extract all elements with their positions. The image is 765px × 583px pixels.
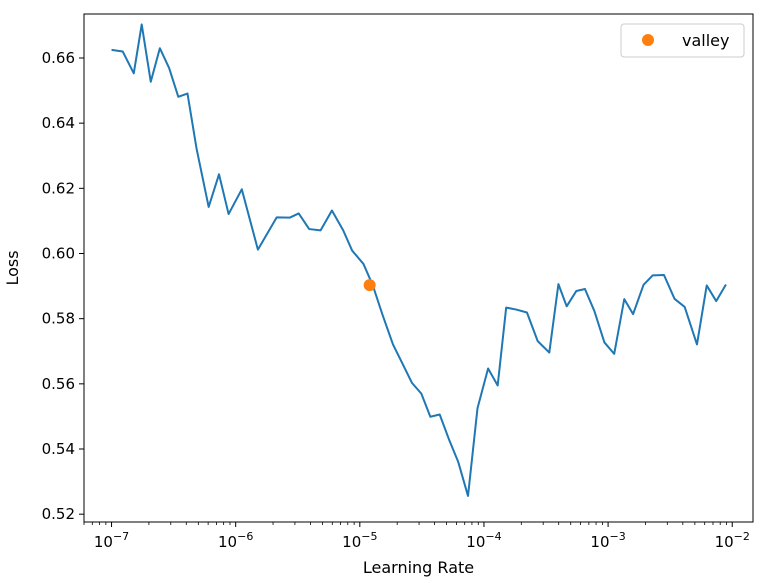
y-tick-label: 0.52: [42, 505, 75, 523]
valley-marker: [363, 279, 376, 292]
x-tick-label-base: 10: [218, 533, 237, 551]
y-tick-label: 0.58: [42, 310, 75, 328]
x-tick-label-base: 10: [342, 533, 361, 551]
legend-label-valley: valley: [682, 31, 729, 50]
x-tick-label-base: 10: [590, 533, 609, 551]
legend-box: [620, 23, 745, 58]
y-tick-label: 0.62: [42, 179, 75, 197]
x-tick-label-base: 10: [715, 533, 734, 551]
x-tick-label: 10−4: [466, 530, 501, 551]
legend-marker-valley: [642, 34, 654, 46]
x-tick-label: 10−6: [218, 530, 253, 551]
y-axis: 0.52 0.54 0.56 0.58 0.60 0.62 0.64 0.66: [42, 49, 84, 523]
x-tick-label-exponent: −3: [610, 530, 626, 543]
x-tick-label: 10−5: [342, 530, 377, 551]
y-axis-label: Loss: [3, 250, 22, 285]
x-tick-label: 10−2: [715, 530, 750, 551]
x-tick-label: 10−3: [590, 530, 625, 551]
loss-line: [111, 23, 727, 497]
x-tick-label-base: 10: [94, 533, 113, 551]
x-axis: 10−7 10−6 10−5 10−4 10−3 10−2: [83, 522, 750, 551]
x-tick-label-exponent: −7: [113, 530, 129, 543]
x-axis-label: Learning Rate: [363, 558, 474, 577]
x-tick-label: 10−7: [94, 530, 129, 551]
x-tick-label-base: 10: [466, 533, 485, 551]
y-tick-label: 0.60: [42, 244, 75, 262]
series-layer: [111, 23, 727, 497]
x-tick-label-exponent: −6: [237, 530, 253, 543]
x-tick-label-exponent: −5: [361, 530, 377, 543]
y-tick-label: 0.66: [42, 49, 75, 67]
y-tick-label: 0.54: [42, 440, 75, 458]
legend: valley: [620, 23, 745, 58]
y-tick-label: 0.56: [42, 375, 75, 393]
x-tick-label-exponent: −2: [734, 530, 750, 543]
x-tick-label-exponent: −4: [485, 530, 501, 543]
y-tick-label: 0.64: [42, 114, 75, 132]
plot-area: [83, 13, 754, 523]
